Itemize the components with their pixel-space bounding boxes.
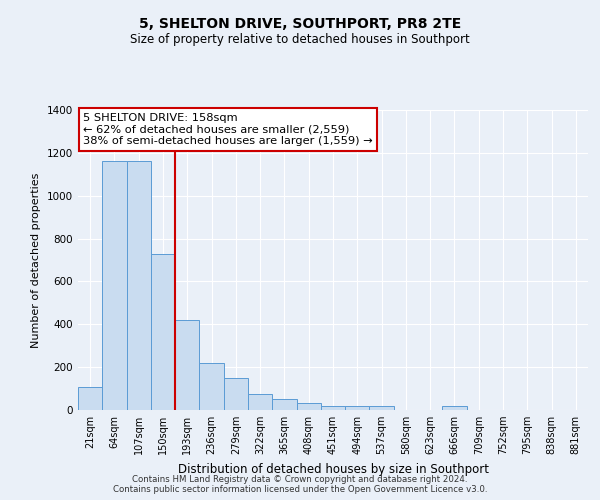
Bar <box>151 254 175 410</box>
Bar <box>224 378 248 410</box>
Bar <box>272 400 296 410</box>
Y-axis label: Number of detached properties: Number of detached properties <box>31 172 41 348</box>
Bar <box>78 387 102 410</box>
Text: 5, SHELTON DRIVE, SOUTHPORT, PR8 2TE: 5, SHELTON DRIVE, SOUTHPORT, PR8 2TE <box>139 18 461 32</box>
Bar <box>345 406 370 410</box>
X-axis label: Distribution of detached houses by size in Southport: Distribution of detached houses by size … <box>178 462 488 475</box>
Bar <box>248 394 272 410</box>
Text: Contains HM Land Registry data © Crown copyright and database right 2024.: Contains HM Land Registry data © Crown c… <box>132 475 468 484</box>
Text: 5 SHELTON DRIVE: 158sqm
← 62% of detached houses are smaller (2,559)
38% of semi: 5 SHELTON DRIVE: 158sqm ← 62% of detache… <box>83 113 373 146</box>
Bar <box>442 406 467 410</box>
Text: Contains public sector information licensed under the Open Government Licence v3: Contains public sector information licen… <box>113 485 487 494</box>
Bar <box>102 162 127 410</box>
Bar <box>127 162 151 410</box>
Bar <box>296 402 321 410</box>
Bar <box>175 320 199 410</box>
Bar <box>199 363 224 410</box>
Text: Size of property relative to detached houses in Southport: Size of property relative to detached ho… <box>130 32 470 46</box>
Bar <box>370 406 394 410</box>
Bar <box>321 406 345 410</box>
